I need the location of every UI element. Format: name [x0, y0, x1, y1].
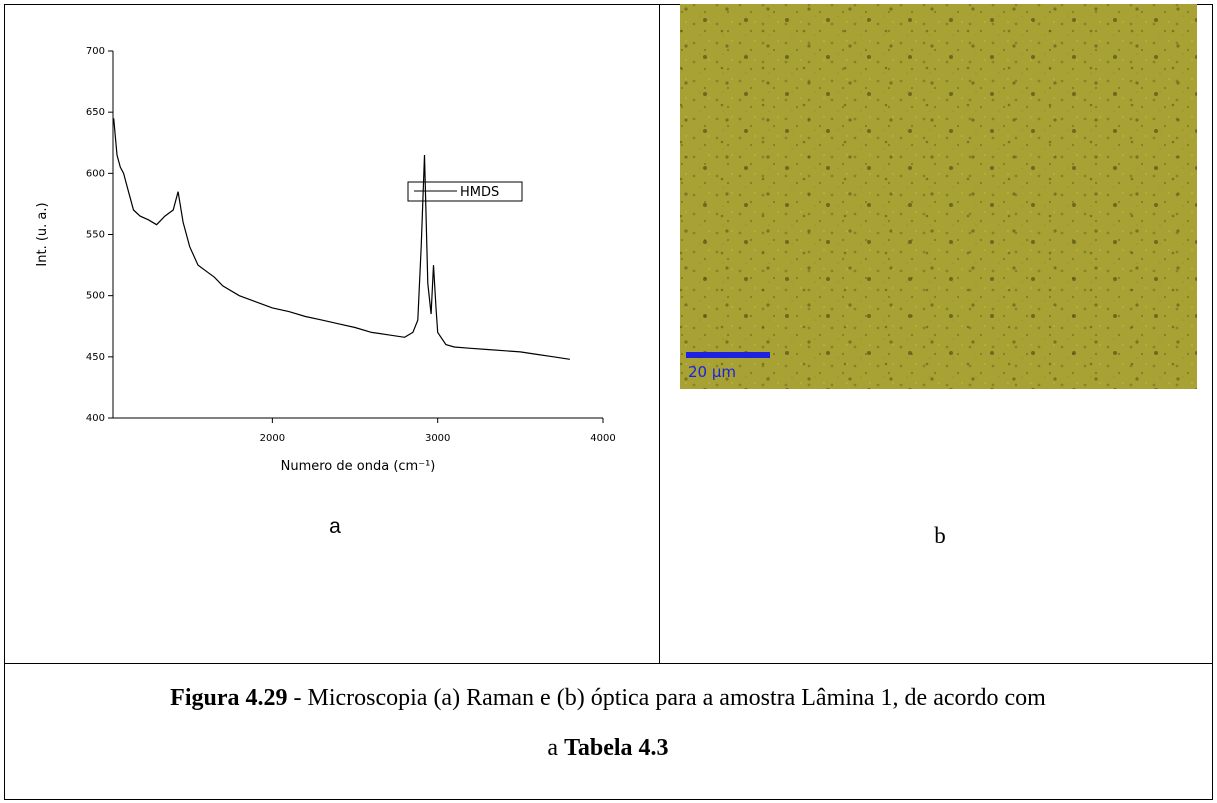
caption-line: a Tabela 4.3	[547, 735, 668, 761]
y-tick-label: 500	[86, 291, 105, 302]
x-tick-label: 3000	[425, 433, 450, 444]
table-reference: Tabela 4.3	[564, 735, 668, 761]
scale-bar-label: 20 µm	[688, 363, 736, 381]
raman-chart: 400 450 500 550 600 650 700 2000 3000 4000 Numero …	[35, 46, 616, 474]
panel-label: a	[329, 515, 341, 538]
y-tick-label: 450	[86, 352, 105, 363]
y-axis-label: Int. (u. a.)	[35, 202, 50, 266]
micrograph: 20 µm	[680, 4, 1197, 389]
x-tick-label: 4000	[590, 433, 615, 444]
y-tick-label: 400	[86, 413, 105, 424]
panel-label: b	[934, 523, 946, 548]
micrograph-defects	[680, 4, 1197, 389]
figure-number: Figura 4.29	[170, 685, 287, 711]
y-tick-label: 550	[86, 230, 105, 241]
x-tick-label: 2000	[260, 433, 285, 444]
y-tick-label: 600	[86, 168, 105, 179]
legend-label: HMDS	[460, 185, 499, 200]
legend-box	[407, 181, 523, 202]
spectrum-line	[113, 118, 570, 360]
scale-bar	[686, 352, 770, 358]
table-frame	[4, 4, 1213, 800]
caption-line: Figura 4.29 - Microscopia (a) Raman e (b…	[170, 685, 1046, 711]
y-tick-label: 700	[86, 46, 105, 57]
y-tick-label: 650	[86, 107, 105, 118]
x-axis-label: Numero de onda (cm⁻¹)	[281, 459, 436, 474]
caption-text: a	[547, 735, 564, 761]
caption-text: - Microscopia (a) Raman e (b) óptica par…	[287, 685, 1046, 711]
